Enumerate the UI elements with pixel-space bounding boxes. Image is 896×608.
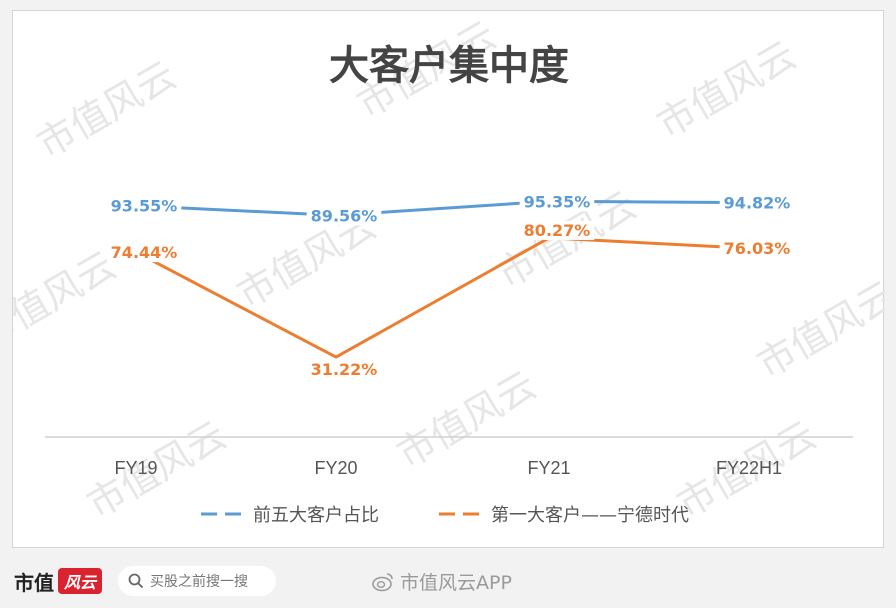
watermark-text: 市值风云	[650, 33, 804, 147]
series-line-0	[135, 199, 750, 217]
brand-name: 市值	[14, 570, 54, 595]
line-chart: 市值风云市值风云市值风云市值风云市值风云市值风云市值风云市值风云市值风云市值风云…	[13, 13, 885, 527]
data-label: 95.35%	[524, 192, 591, 211]
label-backdrop	[306, 206, 382, 226]
series-lines	[135, 199, 750, 359]
x-tick-label: FY20	[314, 458, 357, 478]
legend: 前五大客户占比 第一大客户——宁德时代	[201, 505, 689, 526]
x-axis-ticks: FY19 FY20 FY21 FY22H1	[114, 458, 782, 478]
data-label: 80.27%	[524, 221, 591, 240]
x-tick-label: FY22H1	[716, 458, 782, 478]
data-label: 94.82%	[724, 194, 791, 213]
data-label: 74.44%	[111, 243, 178, 262]
weibo-handle[interactable]: 市值风云APP	[372, 568, 512, 595]
data-label: 93.55%	[111, 197, 178, 216]
data-label: 89.56%	[311, 206, 378, 225]
watermark-text: 市值风云	[30, 53, 184, 167]
data-labels: 93.55% 89.56% 95.35% 94.82% 74.44% 31.22% 80.2…	[106, 192, 795, 380]
footer-bar: 市值 风云 买股之前搜一搜 市值风云APP	[0, 553, 896, 608]
brand-logo[interactable]: 市值 风云	[14, 567, 103, 595]
data-label: 31.22%	[311, 360, 378, 379]
label-backdrop	[106, 243, 182, 263]
watermark-text: 市值风云	[390, 363, 544, 477]
legend-label: 前五大客户占比	[253, 505, 379, 526]
watermark-text: 市值风云	[750, 273, 885, 387]
series-line-1	[135, 236, 750, 359]
label-backdrop	[106, 196, 182, 216]
search-box[interactable]: 买股之前搜一搜	[118, 566, 276, 596]
label-backdrop	[519, 220, 595, 240]
label-backdrop	[306, 360, 382, 380]
data-label: 76.03%	[724, 239, 791, 258]
label-backdrop	[519, 192, 595, 212]
weibo-icon	[372, 572, 393, 591]
brand-mark: 风云	[58, 568, 103, 594]
label-backdrop	[719, 193, 795, 213]
weibo-text: 市值风云APP	[400, 572, 512, 594]
x-tick-label: FY19	[114, 458, 157, 478]
chart-title: 大客户集中度	[329, 43, 569, 89]
legend-label: 第一大客户——宁德时代	[491, 505, 689, 526]
watermark-layer: 市值风云市值风云市值风云市值风云市值风云市值风云市值风云市值风云市值风云市值风云	[13, 13, 885, 527]
chart-frame: 市值风云市值风云市值风云市值风云市值风云市值风云市值风云市值风云市值风云市值风云…	[12, 10, 885, 548]
label-backdrop	[719, 239, 795, 259]
search-icon	[128, 573, 144, 589]
search-placeholder: 买股之前搜一搜	[150, 574, 248, 590]
x-tick-label: FY21	[527, 458, 570, 478]
